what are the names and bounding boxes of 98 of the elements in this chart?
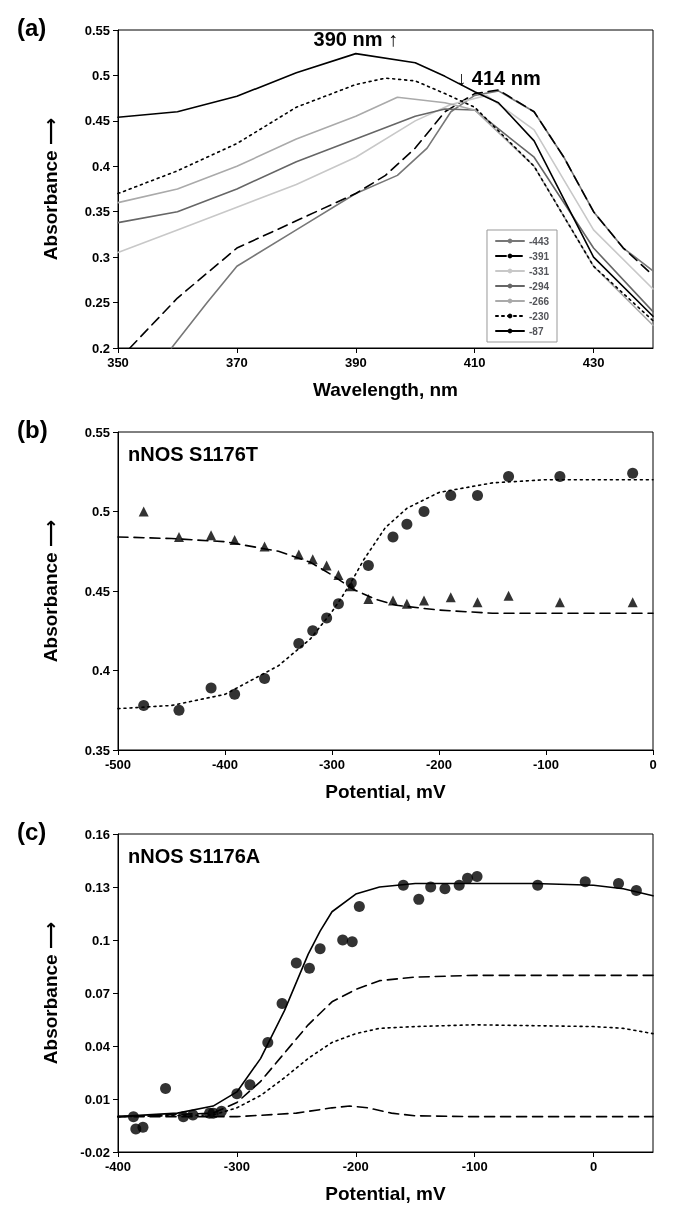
legend-label: -331 <box>528 265 550 277</box>
point <box>160 1082 172 1094</box>
point <box>293 637 305 649</box>
y-tick-label: 0.4 <box>91 663 111 678</box>
y-tick-label: 0.5 <box>91 67 110 83</box>
point <box>259 672 271 684</box>
y-tick-label: 0.13 <box>84 879 110 895</box>
point <box>413 893 425 905</box>
x-tick-label: 390 <box>344 355 367 370</box>
x-tick-label: 0 <box>589 1159 598 1174</box>
y-tick-label: 0.3 <box>91 249 110 265</box>
point <box>503 471 515 483</box>
point <box>314 943 326 955</box>
x-axis-title: Wavelength, nm <box>313 379 458 400</box>
chart-title: (c) <box>17 817 47 845</box>
y-axis-title: Absorbance ⟶ <box>40 117 61 261</box>
y-axis-title: Absorbance ⟶ <box>40 519 61 663</box>
point <box>439 883 451 895</box>
x-tick-label: 430 <box>582 355 605 370</box>
x-tick-label: 410 <box>463 355 486 370</box>
y-axis-title: Absorbance ⟶ <box>40 921 61 1065</box>
point <box>627 467 639 479</box>
legend-label: -87 <box>528 325 544 337</box>
point <box>321 560 332 571</box>
legend-label: -294 <box>528 280 550 292</box>
point <box>445 490 457 502</box>
chart-title: (b) <box>17 415 48 443</box>
y-tick-label: 0.45 <box>84 583 110 599</box>
annotation: 390 nm ↑ <box>313 27 399 50</box>
point <box>244 1079 256 1091</box>
y-tick-label: 0.25 <box>84 295 110 311</box>
annotation: nNOS S1176T <box>128 443 259 465</box>
point <box>138 506 149 517</box>
point <box>346 936 358 948</box>
y-tick-label: 0.45 <box>84 113 110 129</box>
point <box>401 598 412 609</box>
point <box>387 531 399 543</box>
legend-label: -230 <box>528 310 550 322</box>
point <box>137 1121 149 1133</box>
chart-title: (a) <box>17 13 47 41</box>
point <box>290 957 302 969</box>
point <box>303 962 315 974</box>
y-tick-label: 0.55 <box>84 424 110 440</box>
y-tick-label: 0.07 <box>84 985 110 1001</box>
point <box>353 900 365 912</box>
y-tick-label: 0.35 <box>84 742 110 758</box>
x-tick-label: -200 <box>342 1159 369 1174</box>
point <box>401 518 413 530</box>
x-tick-label: 350 <box>107 355 129 370</box>
x-tick-label: -400 <box>211 757 239 772</box>
legend-label: -266 <box>528 295 550 307</box>
y-tick-label: 0.04 <box>84 1038 111 1054</box>
point <box>627 597 638 608</box>
y-tick-label: 0.2 <box>91 340 110 356</box>
point <box>363 593 374 604</box>
x-axis-title: Potential, mV <box>325 781 446 802</box>
y-tick-label: -0.02 <box>80 1144 110 1160</box>
point <box>613 877 625 889</box>
legend-label: -391 <box>528 250 550 262</box>
point <box>362 560 374 572</box>
x-tick-label: -500 <box>104 757 132 772</box>
point <box>453 879 465 891</box>
point <box>337 934 349 946</box>
point <box>173 531 184 542</box>
point <box>445 592 456 603</box>
point <box>206 530 217 541</box>
x-axis-title: Potential, mV <box>325 1183 446 1204</box>
x-tick-label: -300 <box>318 757 346 772</box>
y-tick-label: 0.55 <box>84 22 110 38</box>
y-tick-label: 0.16 <box>84 826 110 842</box>
line-series <box>117 94 654 290</box>
point <box>173 704 185 716</box>
point <box>472 597 483 608</box>
point <box>472 490 484 502</box>
point <box>307 625 319 637</box>
x-tick-label: -200 <box>425 757 453 772</box>
point <box>419 595 430 606</box>
x-tick-label: -100 <box>461 1159 488 1174</box>
point <box>418 506 430 517</box>
x-tick-label: -100 <box>532 757 560 772</box>
point <box>554 597 565 608</box>
x-tick-label: 0 <box>649 757 657 772</box>
point <box>462 872 474 884</box>
y-tick-label: 0.1 <box>91 932 110 948</box>
point <box>205 682 217 694</box>
point <box>471 870 483 882</box>
y-tick-label: 0.35 <box>84 204 110 220</box>
y-tick-label: 0.5 <box>91 504 110 519</box>
y-tick-label: 0.4 <box>91 158 111 174</box>
legend-label: -443 <box>528 235 550 247</box>
x-tick-label: -400 <box>104 1159 132 1174</box>
point <box>276 998 288 1010</box>
annotation: nNOS S1176A <box>128 845 261 867</box>
y-tick-label: 0.01 <box>84 1091 110 1107</box>
x-tick-label: 370 <box>226 355 248 370</box>
point <box>503 590 514 601</box>
x-tick-label: -300 <box>223 1159 250 1174</box>
point <box>229 688 241 700</box>
